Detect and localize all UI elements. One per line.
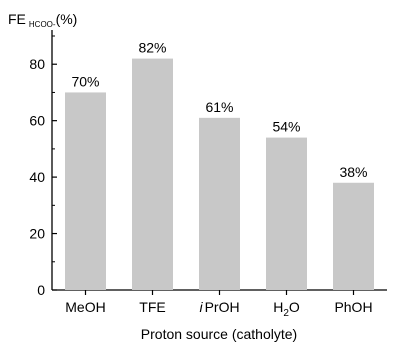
x-tick-labels: MeOH TFE i PrOH H2O PhOH (65, 299, 372, 319)
y-axis-label: FE HCOO-(%) (8, 11, 77, 29)
y-tick-label: 40 (29, 169, 45, 185)
bar-h2o (266, 137, 307, 290)
x-tick-label: TFE (139, 299, 165, 315)
y-tick-label: 80 (29, 56, 45, 72)
data-label: 70% (71, 73, 99, 89)
x-tick-label: MeOH (65, 299, 105, 315)
x-tick-label: H2O (273, 299, 300, 319)
y-axis-label-rest: (%) (56, 11, 78, 27)
y-tick-label: 0 (37, 282, 45, 298)
bar-phoh (333, 182, 374, 290)
y-tick-label: 20 (29, 226, 45, 242)
bar-meoh (65, 92, 106, 290)
y-axis-label-sub: HCOO- (29, 20, 56, 29)
bars: 70% 82% 61% 54% 38% (65, 40, 374, 291)
data-label: 82% (138, 40, 166, 56)
x-tick-label: PhOH (334, 299, 372, 315)
data-label: 54% (272, 119, 300, 135)
axes: 0 20 40 60 80 (29, 30, 387, 298)
bar-tfe (132, 58, 173, 291)
y-tick-label: 60 (29, 113, 45, 129)
y-axis-label-main: FE (8, 11, 26, 27)
data-label: 61% (205, 99, 233, 115)
x-axis-label: Proton source (catholyte) (141, 326, 297, 342)
data-label: 38% (339, 164, 367, 180)
x-tick-label: i PrOH (199, 299, 239, 315)
bar-iproh (199, 117, 240, 290)
